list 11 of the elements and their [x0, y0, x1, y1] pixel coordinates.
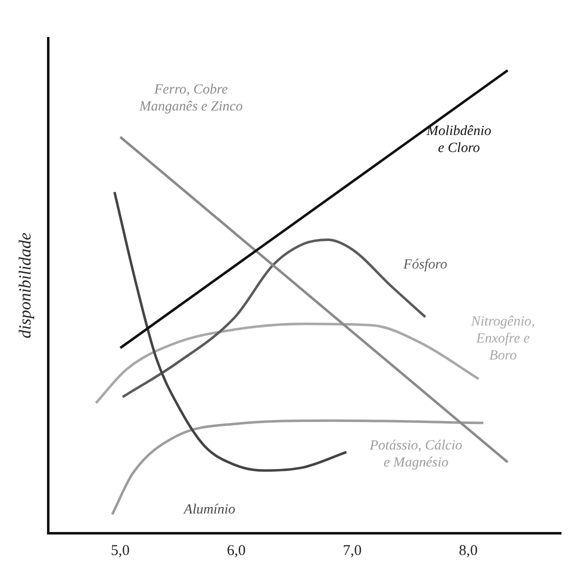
x-tick-label: 6,0 [226, 542, 246, 559]
series-label: Molibdênio e Cloro [426, 124, 492, 156]
series-label: Nitrogênio, Enxofre e Boro [470, 314, 535, 364]
series-label: Fósforo [402, 257, 448, 272]
text: Alumínio [182, 502, 236, 518]
x-tick-label: 5,0 [110, 542, 130, 559]
x-tick-label: 7,0 [342, 542, 362, 559]
series-label: Potássio, Cálcio e Magnésio [368, 438, 462, 471]
text: Ferro, Cobre Manganês e Zinco [138, 82, 243, 114]
y-axis-title: disponibilidade [16, 232, 35, 338]
x-tick-label: 8,0 [458, 542, 478, 559]
